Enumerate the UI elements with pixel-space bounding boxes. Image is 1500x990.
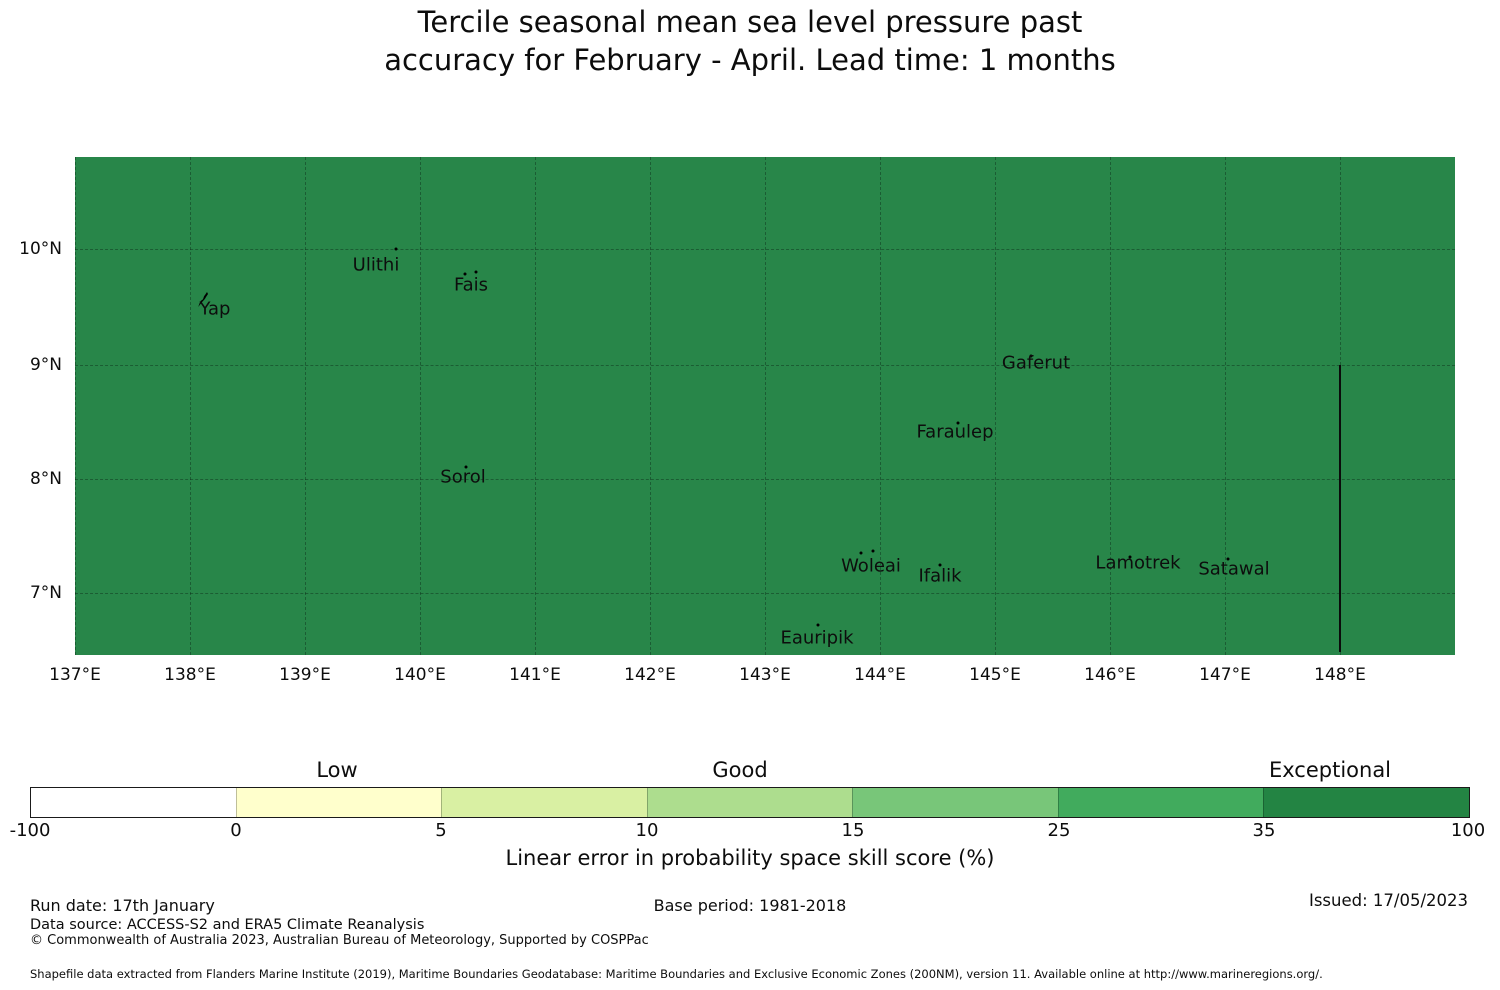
colorbar-tick-5: 5 [435,820,447,841]
base-period-text: Base period: 1981-2018 [653,896,847,915]
gridline-144e [880,157,881,655]
xtick-148e: 148°E [1314,665,1366,685]
island-label-eauripik: Eauripik [780,627,854,649]
xtick-138e: 138°E [164,665,216,685]
island-dot-satawal [1226,557,1230,561]
gridline-145e [995,157,996,655]
colorbar-segment-3 [441,788,647,817]
ytick-9n: 9°N [29,355,62,375]
run-date-text: Run date: 17th January [30,896,215,915]
colorbar-class-low: Low [316,758,358,782]
island-label-lamotrek: Lamotrek [1095,552,1181,574]
island-dot-sorol [464,465,468,469]
island-label-ifalik: Ifalik [918,565,962,587]
colorbar-class-good: Good [712,758,768,782]
xtick-142e: 142°E [624,665,676,685]
map-area: Yap Ulithi Fais Sorol Gaferut Faraulep W… [75,157,1455,655]
island-dot-woleai-a [859,551,863,555]
island-dot-lamotrek [1128,555,1132,559]
copyright-text: © Commonwealth of Australia 2023, Austra… [30,933,649,948]
xtick-146e: 146°E [1084,665,1136,685]
ytick-10n: 10°N [19,239,62,259]
colorbar-segment-5 [852,788,1058,817]
colorbar [30,787,1470,818]
colorbar-tick-neg100: -100 [9,820,51,841]
colorbar-tick-25: 25 [1047,820,1071,841]
gridline-139e [305,157,306,655]
figure-title-line-2: accuracy for February - April. Lead time… [384,43,1116,77]
gridline-138e [190,157,191,655]
gridline-143e [765,157,766,655]
shapefile-note-text: Shapefile data extracted from Flanders M… [30,967,1323,981]
eez-boundary-line [1339,365,1341,652]
island-label-woleai: Woleai [841,555,901,577]
ytick-8n: 8°N [29,469,62,489]
gridline-140e [420,157,421,655]
gridline-146e [1110,157,1111,655]
gridline-8n [75,479,1455,480]
island-label-yap: Yap [199,298,231,320]
data-source-text: Data source: ACCESS-S2 and ERA5 Climate … [30,917,425,933]
colorbar-tick-100: 100 [1450,820,1486,841]
colorbar-axis-label: Linear error in probability space skill … [505,846,995,870]
colorbar-tick-10: 10 [635,820,659,841]
colorbar-segment-7 [1263,788,1470,817]
island-dot-fais-a [463,272,467,276]
gridline-147e [1225,157,1226,655]
xtick-139e: 139°E [279,665,331,685]
figure-title-line-1: Tercile seasonal mean sea level pressure… [417,5,1083,39]
xtick-141e: 141°E [509,665,561,685]
island-label-ulithi: Ulithi [352,254,400,276]
ytick-7n: 7°N [29,583,62,603]
island-label-fais: Fais [453,274,489,296]
gridline-10n [75,249,1455,250]
colorbar-segment-4 [646,788,853,817]
figure-title: Tercile seasonal mean sea level pressure… [0,3,1500,79]
island-label-sorol: Sorol [440,466,486,488]
gridline-141e [535,157,536,655]
gridline-7n [75,593,1455,594]
island-dot-woleai-b [871,549,875,553]
colorbar-segment-1 [31,788,236,817]
colorbar-segment-6 [1057,788,1264,817]
island-dot-fais-b [474,270,478,274]
island-label-gaferut: Gaferut [1001,352,1071,374]
gridline-137e [75,157,76,655]
issued-date-text: Issued: 17/05/2023 [1308,891,1468,910]
colorbar-class-exceptional: Exceptional [1268,758,1392,782]
xtick-144e: 144°E [854,665,906,685]
xtick-137e: 137°E [49,665,101,685]
colorbar-tick-0: 0 [230,820,242,841]
island-label-satawal: Satawal [1198,558,1270,580]
yap-island-shape [198,292,208,307]
colorbar-tick-15: 15 [841,820,865,841]
colorbar-tick-35: 35 [1252,820,1276,841]
island-dot-ifalik [938,563,942,567]
gridline-142e [650,157,651,655]
xtick-147e: 147°E [1199,665,1251,685]
xtick-140e: 140°E [394,665,446,685]
xtick-145e: 145°E [969,665,1021,685]
island-dot-eauripik [816,623,820,627]
colorbar-segment-2 [235,788,442,817]
gridline-9n [75,365,1455,366]
island-dot-ulithi [394,247,398,251]
island-dot-gaferut [1029,354,1033,358]
island-label-faraulep: Faraulep [916,421,994,443]
xtick-143e: 143°E [739,665,791,685]
island-dot-faraulep [956,421,960,425]
